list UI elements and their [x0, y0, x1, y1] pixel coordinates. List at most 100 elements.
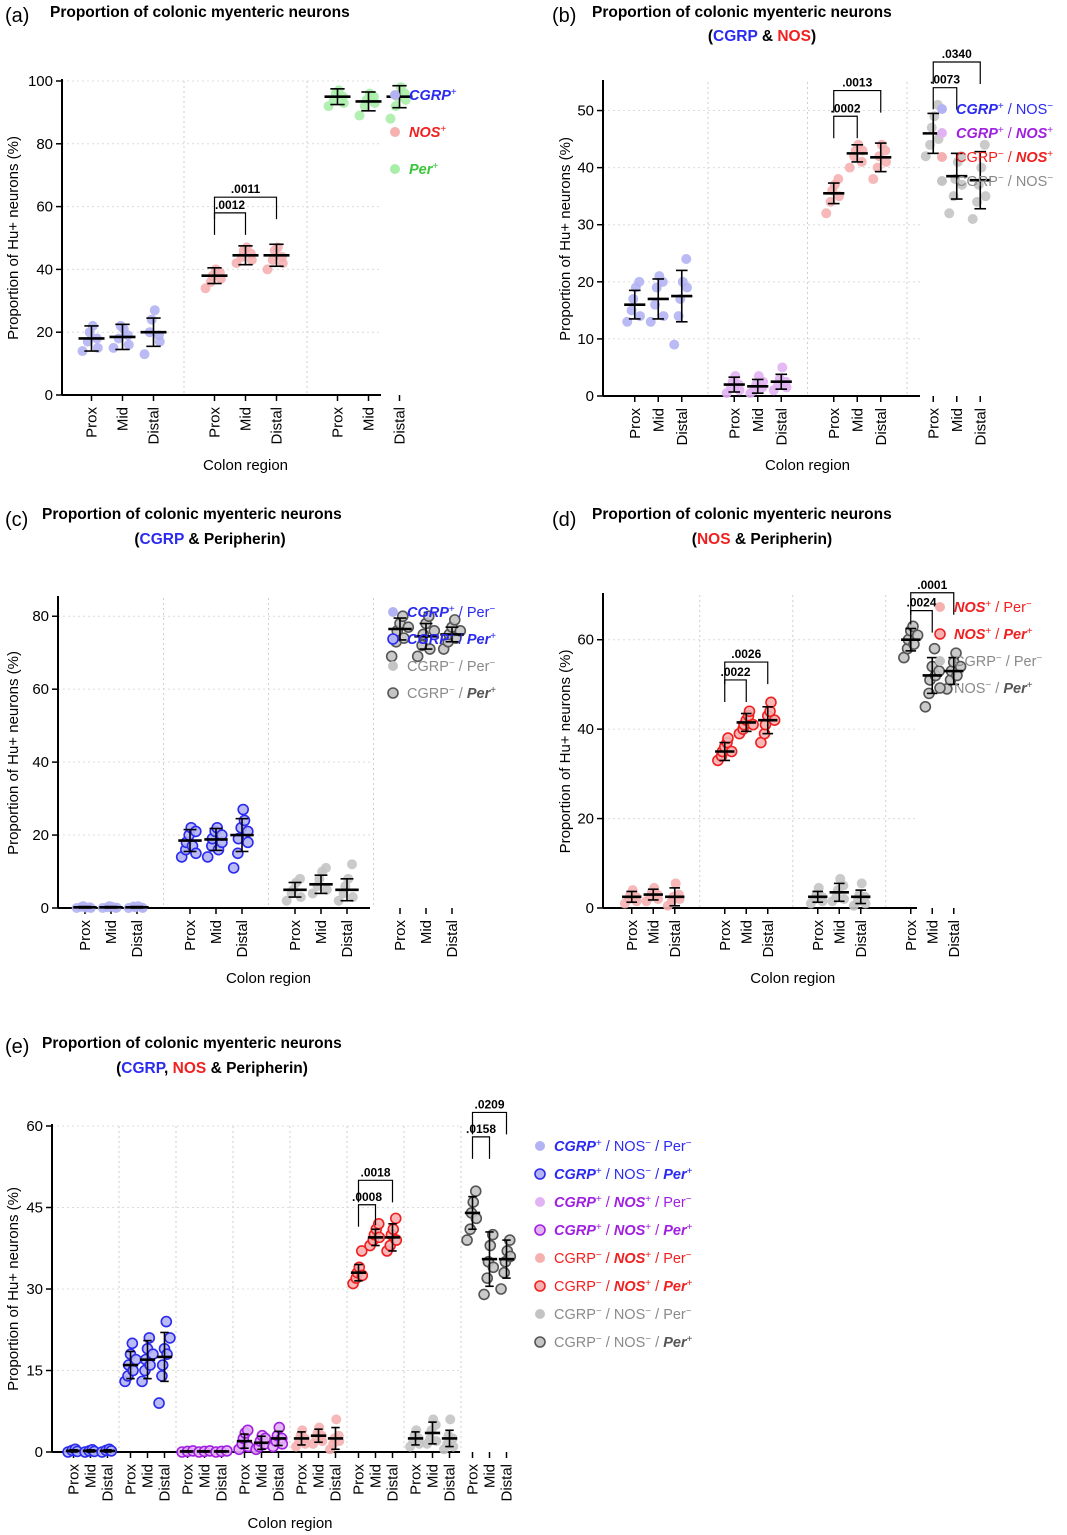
panel-a: (a) Proportion of colonic myenteric neur…: [5, 4, 350, 27]
y-tick-label: 60: [36, 199, 53, 216]
data-point: [139, 349, 150, 360]
data-point: [856, 878, 867, 889]
y-tick-label: 60: [26, 1118, 43, 1135]
data-point: [422, 610, 435, 623]
data-point: [976, 162, 987, 173]
y-tick-label: 0: [586, 388, 594, 405]
legend-marker: [937, 104, 947, 114]
data-point: [389, 1212, 402, 1225]
data-point: [448, 614, 461, 626]
data-point: [331, 1414, 342, 1425]
p-value-label: .0013: [842, 76, 872, 90]
data-point: [730, 371, 741, 382]
x-tick-label: Mid: [368, 1464, 385, 1488]
x-tick-label: Mid: [831, 920, 848, 944]
p-value-label: .0002: [830, 101, 860, 115]
x-tick-label: Mid: [482, 1464, 499, 1488]
data-point: [765, 696, 777, 709]
x-tick-label: Distal: [385, 1464, 402, 1502]
data-point: [414, 1438, 425, 1449]
p-value-label: .0018: [360, 1165, 390, 1179]
significance-bracket: [833, 115, 858, 139]
significance-bracket: [471, 1136, 491, 1159]
data-point: [321, 884, 332, 895]
x-tick-label: Distal: [760, 920, 777, 958]
y-tick-label: 40: [36, 261, 53, 278]
legend-marker: [387, 687, 399, 699]
x-tick-label: Distal: [146, 407, 163, 445]
data-point: [411, 650, 424, 663]
x-tick-label: Distal: [328, 1464, 345, 1502]
significance-bracket: [932, 61, 981, 85]
significance-bracket: [471, 1111, 508, 1135]
data-point: [634, 276, 645, 287]
legend-marker: [935, 656, 945, 666]
data-point: [144, 1359, 156, 1371]
data-point: [944, 208, 955, 219]
y-tick-label: 40: [32, 754, 49, 771]
data-point: [281, 895, 292, 906]
legend-label: NOS− / Per+: [954, 680, 1033, 698]
legend-label: CGRP− / NOS−: [956, 173, 1053, 191]
y-tick-label: 40: [577, 721, 594, 738]
x-tick-label: Prox: [392, 920, 409, 951]
data-point: [190, 825, 202, 838]
panel-b-letter: (b): [552, 5, 576, 27]
x-tick-label: Distal: [946, 920, 963, 958]
legend-marker: [535, 1197, 545, 1207]
data-point: [653, 894, 664, 905]
legend-label: CGRP− / Per−: [407, 658, 495, 676]
panel-a-title: Proportion of colonic myenteric neurons: [50, 4, 350, 21]
legend-label: CGRP+ / NOS+ / Per−: [554, 1194, 692, 1212]
data-point: [980, 191, 991, 202]
significance-bracket: [932, 87, 958, 110]
x-tick-label: Mid: [738, 920, 755, 944]
y-tick-label: 30: [577, 217, 594, 234]
x-tick-label: Prox: [408, 1464, 425, 1495]
data-point: [469, 1185, 482, 1197]
legend-marker: [535, 1141, 545, 1151]
data-point: [734, 385, 745, 396]
legend-label: CGRP+ / NOS+ / Per+: [554, 1222, 693, 1240]
p-value-label: .0073: [930, 73, 960, 87]
x-tick-label: Prox: [123, 1464, 140, 1495]
legend-marker: [934, 682, 946, 694]
data-point: [153, 1397, 165, 1409]
x-tick-label: Mid: [103, 920, 120, 944]
significance-bracket: [724, 679, 747, 702]
data-point: [237, 803, 249, 816]
x-tick-label: Distal: [873, 408, 890, 446]
x-tick-label: Mid: [750, 408, 767, 432]
data-point: [781, 382, 792, 393]
panel-c-title: Proportion of colonic myenteric neurons: [42, 506, 342, 523]
panel-e-letter: (e): [5, 1036, 29, 1058]
data-point: [919, 700, 932, 713]
p-value-label: .0026: [731, 647, 761, 661]
p-value-label: .0024: [906, 596, 936, 610]
y-tick-label: 80: [36, 136, 53, 153]
legend-label: CGRP− / NOS− / Per+: [554, 1334, 693, 1352]
legend-label: CGRP− / NOS+ / Per+: [554, 1278, 693, 1296]
p-value-label: .0012: [215, 198, 245, 212]
data-point: [123, 339, 134, 350]
data-point: [241, 1424, 254, 1437]
x-tick-label: Prox: [237, 1464, 254, 1495]
legend-label: CGRP+ / NOS− / Per+: [554, 1166, 693, 1184]
legend-label: CGRP− / Per+: [407, 685, 496, 703]
data-point: [294, 873, 305, 884]
data-point: [307, 888, 318, 899]
data-point: [320, 862, 331, 873]
legend-marker: [937, 152, 947, 162]
x-tick-label: Mid: [83, 1464, 100, 1488]
x-tick-label: Prox: [207, 407, 224, 438]
p-value-label: .0008: [352, 1190, 382, 1204]
legend-marker: [390, 164, 400, 174]
data-point: [844, 162, 855, 173]
x-tick-label: Distal: [129, 920, 146, 958]
legend-marker: [534, 1336, 546, 1348]
y-axis-label: Proportion of Hu+ neurons (%): [5, 651, 22, 855]
legend-label: CGRP+: [409, 87, 457, 105]
legend-marker: [534, 1168, 546, 1180]
x-tick-label: Distal: [214, 1464, 231, 1502]
